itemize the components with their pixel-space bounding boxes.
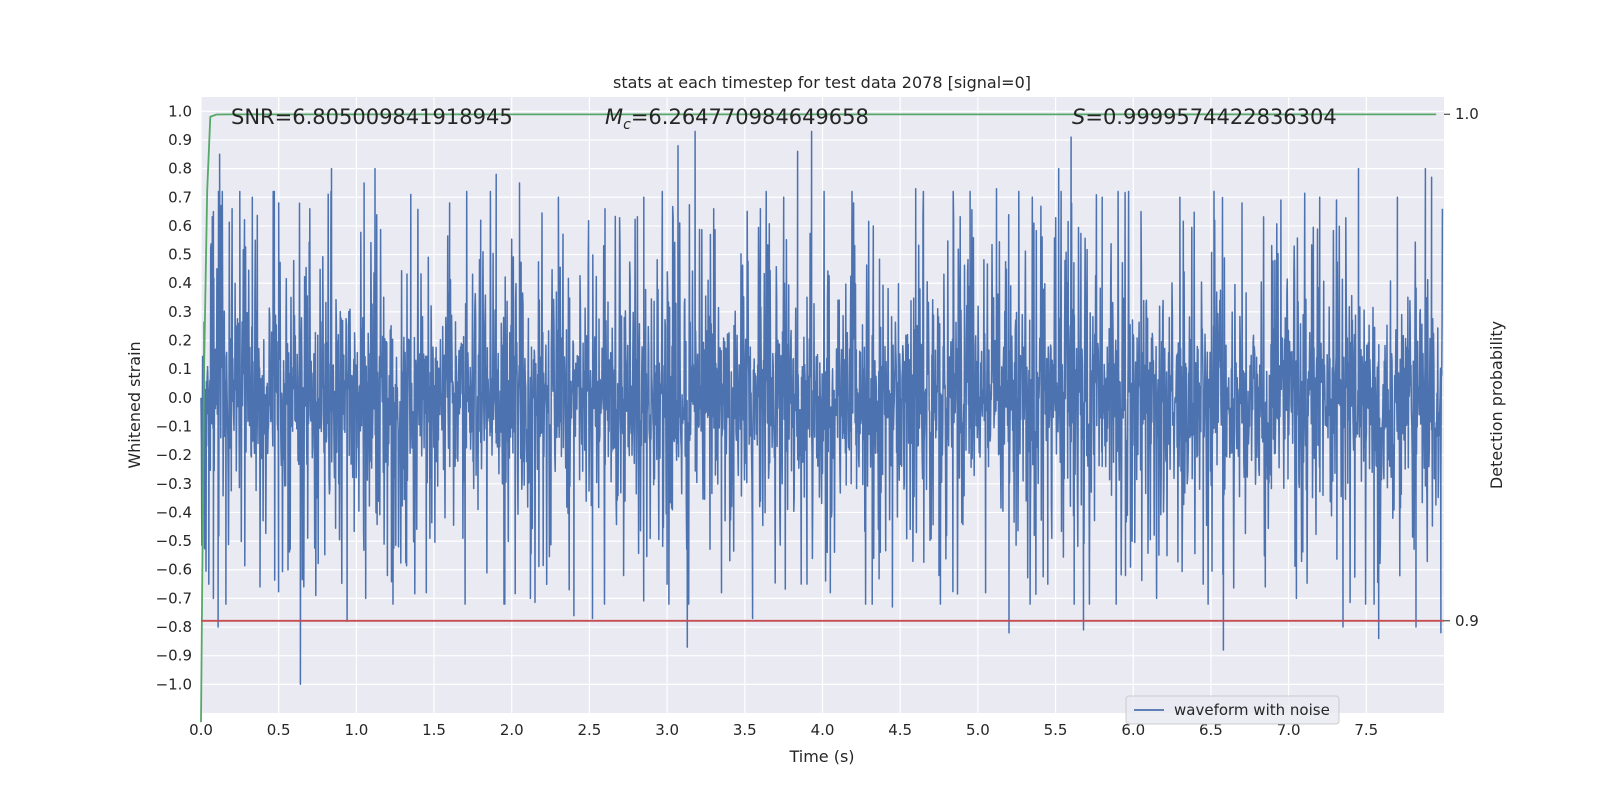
chart-title: stats at each timestep for test data 207… [613, 73, 1031, 92]
y-tick-label: 0.9 [168, 131, 192, 149]
y-tick-label: 0.5 [168, 246, 192, 264]
y-axis-ticks: 1.0 0.9 0.8 0.7 0.6 0.5 0.4 0.3 0.2 0.1 0.0 −0.1 −0.… [156, 102, 192, 693]
y-tick-label: −0.9 [156, 647, 192, 665]
x-tick-label: 1.0 [344, 721, 368, 739]
y-tick-label: 0.1 [168, 360, 192, 378]
x-tick-label: 3.0 [655, 721, 679, 739]
y-tick-label: 0.7 [168, 188, 192, 206]
y2-axis-label: Detection probability [1487, 321, 1506, 489]
legend-box [1125, 695, 1340, 725]
legend-label-waveform: waveform with noise [1174, 701, 1330, 719]
y-tick-label: 0.8 [168, 160, 192, 178]
y-tick-label: −0.3 [156, 475, 192, 493]
x-tick-label: 7.5 [1354, 721, 1378, 739]
snr-annotation: SNR=6.805009841918945 [231, 105, 513, 129]
x-axis-ticks: 0.0 0.5 1.0 1.5 2.0 2.5 3.0 3.5 4.0 4.5 5.0 5.5 6.0 6… [189, 721, 1378, 739]
x-tick-label: 3.5 [733, 721, 757, 739]
y-tick-label: −0.4 [156, 503, 192, 521]
y-tick-label: −0.1 [156, 417, 192, 435]
y-tick-label: −0.2 [156, 446, 192, 464]
y-tick-label: 0.4 [168, 274, 192, 292]
x-tick-label: 2.5 [578, 721, 602, 739]
x-tick-label: 4.0 [811, 721, 835, 739]
y-tick-label: 0.0 [168, 389, 192, 407]
x-tick-label: 4.5 [888, 721, 912, 739]
score-symbol: S [1072, 105, 1085, 129]
x-axis-label: Time (s) [788, 747, 854, 766]
x-tick-label: 5.5 [1044, 721, 1068, 739]
y2-tick-label: 0.9 [1455, 612, 1479, 630]
y-tick-label: −0.7 [156, 589, 192, 607]
x-tick-label: 5.0 [966, 721, 990, 739]
score-value: =0.9999574422836304 [1085, 105, 1336, 129]
x-tick-label: 2.0 [500, 721, 524, 739]
chirp-mass-subscript: c [623, 117, 631, 133]
y-axis-label: Whitened strain [125, 341, 144, 468]
x-tick-label: 1.5 [422, 721, 446, 739]
score-annotation: S=0.9999574422836304 [1072, 105, 1337, 129]
chirp-mass-annotation: Mc=6.264770984649658 [605, 105, 869, 133]
x-tick-label: 7.0 [1277, 721, 1301, 739]
detection-probability-line [200, 113, 1437, 723]
chirp-mass-symbol: M [605, 105, 623, 129]
y-tick-label: 0.2 [168, 332, 192, 350]
legend: waveform with noise [1125, 695, 1340, 725]
y-tick-label: −0.8 [156, 618, 192, 636]
waveform-series-line [200, 130, 1444, 686]
chirp-mass-value: =6.264770984649658 [631, 105, 869, 129]
series-layer [200, 113, 1444, 723]
y2-tick-label: 1.0 [1455, 105, 1479, 123]
x-tick-label: 6.0 [1121, 721, 1145, 739]
x-tick-label: 6.5 [1199, 721, 1223, 739]
x-tick-label: 0.5 [267, 721, 291, 739]
y-tick-label: 1.0 [168, 102, 192, 120]
y-tick-label: −0.5 [156, 532, 192, 550]
y-tick-label: −1.0 [156, 675, 192, 693]
y-tick-label: 0.6 [168, 217, 192, 235]
y-tick-label: −0.6 [156, 561, 192, 579]
x-tick-label: 0.0 [189, 721, 213, 739]
y-tick-label: 0.3 [168, 303, 192, 321]
y2-axis-ticks: 1.0 0.9 [1444, 105, 1479, 630]
